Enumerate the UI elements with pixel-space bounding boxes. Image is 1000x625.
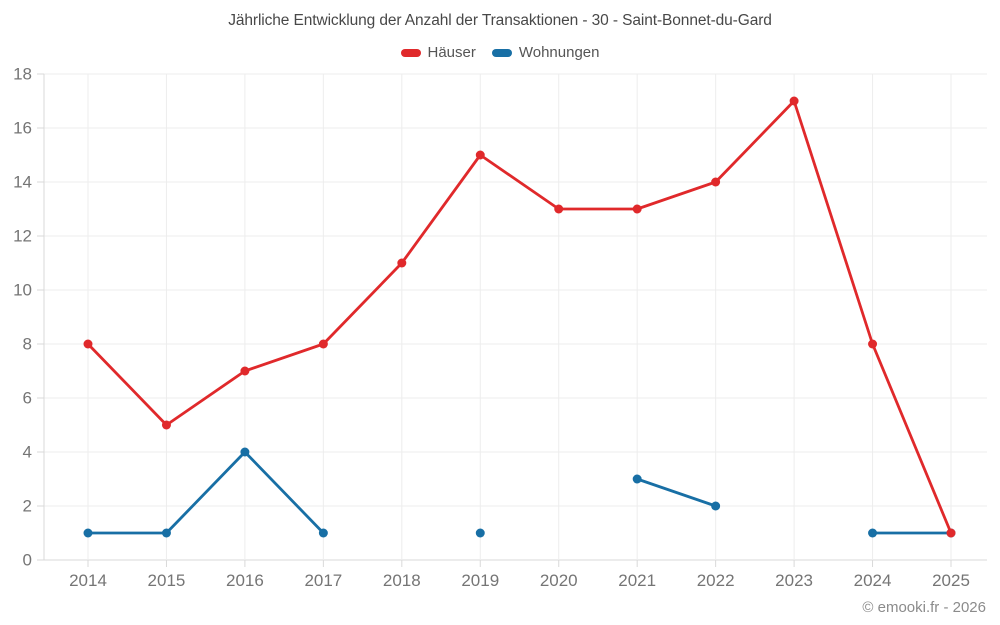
svg-text:16: 16 <box>13 119 32 138</box>
svg-text:2014: 2014 <box>69 571 107 590</box>
svg-text:2021: 2021 <box>618 571 656 590</box>
legend-label-wohnungen: Wohnungen <box>518 44 600 61</box>
svg-text:18: 18 <box>13 65 32 84</box>
svg-text:2016: 2016 <box>226 571 264 590</box>
legend-item-wohnungen[interactable]: Wohnungen <box>491 44 600 61</box>
svg-text:2023: 2023 <box>775 571 813 590</box>
svg-text:2015: 2015 <box>148 571 186 590</box>
svg-text:2018: 2018 <box>383 571 421 590</box>
svg-text:12: 12 <box>13 227 32 246</box>
svg-text:4: 4 <box>23 443 32 462</box>
svg-text:10: 10 <box>13 281 32 300</box>
svg-text:2017: 2017 <box>304 571 342 590</box>
svg-text:14: 14 <box>13 173 32 192</box>
svg-text:2025: 2025 <box>932 571 970 590</box>
svg-text:2020: 2020 <box>540 571 578 590</box>
svg-text:2: 2 <box>23 497 32 516</box>
legend-swatch-haeuser-icon <box>400 48 421 57</box>
copyright-footer: © emooki.fr - 2026 <box>862 599 986 616</box>
svg-text:6: 6 <box>23 389 32 408</box>
svg-text:2019: 2019 <box>461 571 499 590</box>
svg-text:0: 0 <box>23 551 32 570</box>
svg-text:2024: 2024 <box>854 571 892 590</box>
svg-text:2022: 2022 <box>697 571 735 590</box>
chart-title: Jährliche Entwicklung der Anzahl der Tra… <box>228 12 772 29</box>
legend-item-haeuser[interactable]: Häuser <box>400 44 476 61</box>
legend-swatch-wohnungen-icon <box>491 48 512 57</box>
svg-text:8: 8 <box>23 335 32 354</box>
legend-label-haeuser: Häuser <box>427 44 476 61</box>
chart-legend: Häuser Wohnungen <box>0 44 1000 61</box>
